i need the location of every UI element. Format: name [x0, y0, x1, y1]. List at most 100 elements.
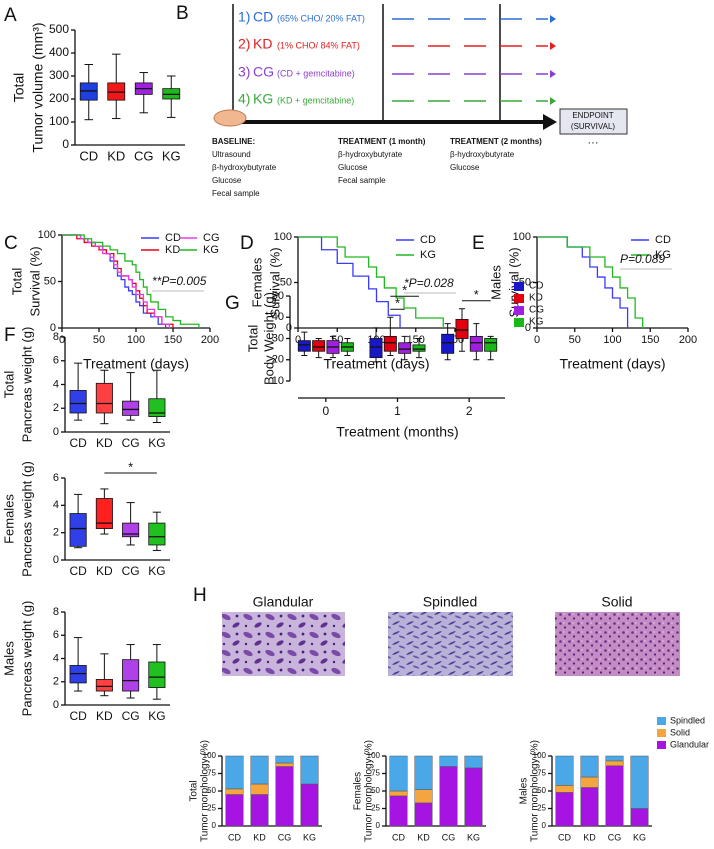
survival-curve [62, 234, 200, 328]
schematic: ENDPOINT (SURVIVAL) ··· 1) CD (65% CHO/ 20… [212, 4, 628, 198]
bar-segment [439, 755, 458, 767]
row-number: 1) [238, 9, 250, 25]
row-arrow [550, 42, 556, 50]
box [95, 679, 113, 692]
box [148, 398, 166, 417]
y-tick-label: 100 [274, 231, 292, 243]
panel-label: D [240, 233, 254, 254]
significance-label: * [474, 287, 479, 302]
box [122, 659, 140, 692]
legend-label: Solid [670, 727, 690, 737]
y-axis-label: Total [245, 325, 260, 353]
bar-segment [225, 794, 244, 827]
box [455, 318, 469, 339]
box [69, 390, 87, 414]
panel-label: B [176, 3, 189, 24]
y-tick-label: 6 [53, 472, 59, 484]
y-axis-label: Survival (%) [267, 247, 282, 317]
y-tick-label: 0 [286, 322, 292, 334]
legend-label: CD [420, 234, 436, 246]
timepoint-item: Glucose [338, 163, 368, 172]
y-tick-label: 50 [371, 786, 380, 795]
y-axis-label: Females [353, 772, 364, 810]
x-tick-label: 0 [534, 334, 540, 346]
legend-swatch [657, 717, 666, 725]
legend-label: KG [529, 317, 544, 328]
y-tick-label: 50 [207, 786, 216, 795]
survival-curve [62, 234, 167, 328]
y-tick-label: 6 [53, 629, 59, 641]
legend-label: Glandular [670, 739, 709, 749]
y-tick-label: 25 [207, 804, 216, 813]
histology-label: Solid [601, 594, 632, 610]
timepoint-item: Glucose [450, 163, 480, 172]
x-tick-label: KD [96, 564, 113, 578]
y-axis-label: Body Weight (g) [261, 292, 276, 385]
row-desc: (65% CHO/ 20% FAT) [277, 13, 365, 23]
timepoint-item: Ultrasound [212, 150, 251, 159]
x-axis-label: Treatment (days) [559, 356, 665, 372]
bar-segment [464, 767, 483, 827]
bar-segment [414, 789, 433, 804]
y-axis-label: Males [1, 641, 16, 676]
significance-label: * [395, 296, 400, 311]
histology-image [222, 612, 345, 676]
row-diet: CG [253, 64, 274, 80]
bar-segment [250, 783, 269, 795]
y-tick-label: 30 [272, 332, 284, 344]
y-tick-label: 0 [53, 426, 59, 438]
bar-segment [250, 794, 269, 827]
row-arrow [550, 15, 556, 23]
legend-label: CD [655, 234, 671, 246]
timepoint-item: β-hydroxybutyrate [450, 150, 515, 159]
bar-segment [389, 755, 408, 792]
x-tick-label: KG [633, 832, 646, 842]
y-tick-label: 100 [49, 114, 69, 128]
survival-curve [537, 236, 629, 328]
y-axis-label: Total [189, 780, 200, 801]
box [369, 338, 383, 359]
bar-segment [555, 755, 574, 786]
y-axis-label: Survival (%) [27, 246, 42, 316]
legend-swatch [657, 729, 666, 737]
legend-swatch [514, 282, 524, 291]
x-tick-label: CG [122, 436, 140, 450]
x-tick-label: CD [228, 832, 241, 842]
bar-segment [275, 766, 294, 827]
row-number: 2) [238, 36, 250, 52]
x-tick-label: KG [162, 148, 181, 163]
bar-segment [464, 755, 483, 769]
x-tick-label: CD [69, 564, 87, 578]
x-tick-label: KD [583, 832, 596, 842]
y-tick-label: 0 [53, 554, 59, 566]
box [469, 335, 483, 352]
y-tick-label: 100 [38, 229, 56, 241]
box [412, 344, 426, 352]
x-tick-label: KG [467, 832, 480, 842]
box [484, 338, 498, 352]
bar-segment [275, 762, 294, 767]
p-value: **P=0.005 [152, 274, 207, 288]
x-tick-label: 150 [164, 334, 182, 346]
y-tick-label: 4 [53, 652, 59, 664]
bar-segment [389, 790, 408, 797]
y-tick-label: 300 [49, 68, 69, 82]
row-arrow [550, 97, 556, 105]
timepoint-item: Glucose [212, 176, 242, 185]
timepoint-title: BASELINE: [212, 137, 255, 146]
bar-segment [555, 785, 574, 793]
survival-curve [537, 236, 644, 328]
y-axis-label: Pancreas weight (g) [19, 461, 34, 577]
y-tick-label: 25 [371, 804, 380, 813]
histology-label: Glandular [253, 594, 314, 610]
y-tick-label: 8 [53, 606, 59, 618]
legend-label: CG [529, 305, 544, 316]
bar-segment [439, 766, 458, 827]
bar-segment [275, 755, 294, 764]
panel-label: G [225, 293, 240, 314]
legend-swatch [657, 741, 666, 749]
histology-image [388, 612, 513, 676]
x-tick-label: CG [122, 564, 140, 578]
timepoint-title: TREATMENT (2 months) [450, 137, 542, 146]
significance-label: * [402, 283, 407, 298]
